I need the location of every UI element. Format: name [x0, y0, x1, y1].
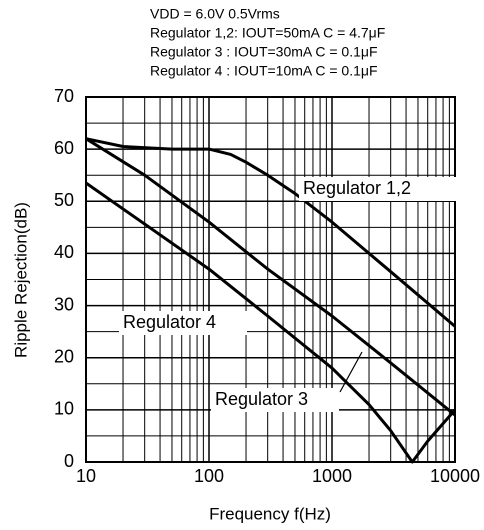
y-tick-label: 10: [54, 399, 74, 419]
condition-line: Regulator 1,2: IOUT=50mA C = 4.7μF: [150, 25, 385, 41]
series-label: Regulator 1,2: [303, 178, 411, 198]
plot-frame: [85, 96, 456, 463]
y-tick-label: 70: [54, 86, 74, 106]
y-tick-label: 0: [64, 451, 74, 471]
series-line: [85, 181, 457, 464]
y-tick-label: 20: [54, 346, 74, 366]
series-label-bg: [299, 177, 459, 201]
series-label-bg: [211, 388, 339, 412]
condition-line: VDD = 6.0V 0.5Vrms: [150, 6, 280, 22]
y-tick-label: 50: [54, 190, 74, 210]
y-axis-title: Ripple Rejection(dB): [11, 202, 30, 358]
series-line: [85, 137, 456, 328]
series-line: [85, 137, 456, 417]
condition-line: Regulator 3 : IOUT=30mA C = 0.1μF: [150, 44, 378, 60]
y-tick-label: 60: [54, 138, 74, 158]
x-tick-label: 10000: [430, 466, 480, 486]
x-tick-label: 100: [194, 466, 224, 486]
label-leader: [339, 351, 363, 393]
condition-line: Regulator 4 : IOUT=10mA C = 0.1μF: [150, 63, 378, 79]
y-tick-label: 30: [54, 294, 74, 314]
series-label: Regulator 3: [215, 389, 308, 409]
series-label-bg: [119, 311, 247, 335]
series-label: Regulator 4: [123, 312, 216, 332]
y-tick-label: 40: [54, 242, 74, 262]
x-tick-label: 10: [76, 466, 96, 486]
x-axis-title: Frequency f(Hz): [209, 504, 331, 523]
x-tick-label: 1000: [312, 466, 352, 486]
